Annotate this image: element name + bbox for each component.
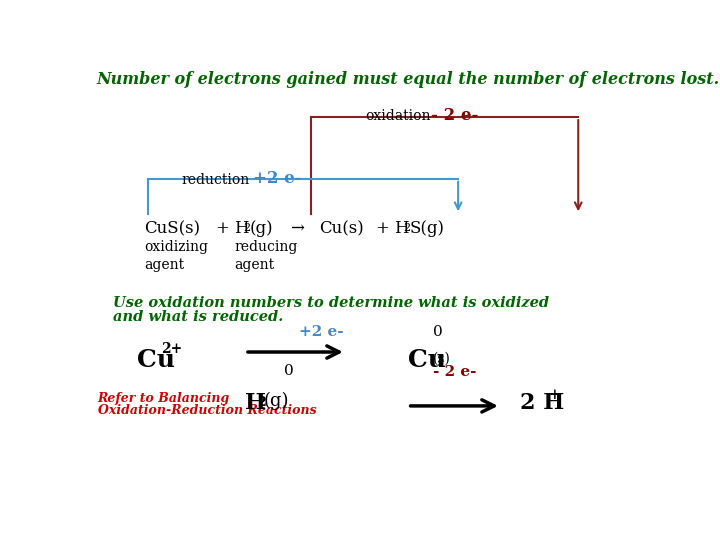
Text: 0: 0 (433, 325, 443, 339)
Text: →: → (290, 220, 304, 238)
Text: and what is reduced.: and what is reduced. (113, 309, 284, 323)
Text: 2+: 2+ (161, 342, 183, 356)
Text: 2: 2 (243, 224, 251, 233)
Text: +: + (215, 220, 230, 238)
Text: Cu: Cu (408, 348, 446, 372)
Text: Refer to Balancing: Refer to Balancing (98, 392, 230, 405)
Text: - 2 e-: - 2 e- (431, 107, 478, 124)
Text: +2 e-: +2 e- (253, 170, 302, 187)
Text: Use oxidation numbers to determine what is oxidized: Use oxidation numbers to determine what … (113, 296, 549, 310)
Text: Oxidation-Reduction Reactions: Oxidation-Reduction Reactions (98, 404, 316, 417)
Text: Number of electrons gained must equal the number of electrons lost.: Number of electrons gained must equal th… (96, 71, 719, 88)
Text: (s): (s) (433, 351, 451, 365)
Text: oxidizing
agent: oxidizing agent (144, 240, 208, 272)
Text: 0: 0 (284, 363, 294, 377)
Text: (g): (g) (264, 392, 289, 410)
Text: 2 H: 2 H (520, 392, 564, 414)
Text: S(g): S(g) (409, 220, 444, 238)
Text: oxidation: oxidation (365, 110, 431, 124)
Text: +: + (375, 220, 389, 238)
Text: (g): (g) (250, 220, 274, 238)
Text: +2 e-: +2 e- (300, 325, 344, 339)
Text: - 2 e-: - 2 e- (433, 365, 476, 379)
Text: H: H (394, 220, 408, 238)
Text: reduction: reduction (181, 173, 250, 187)
Text: 2: 2 (403, 224, 410, 233)
Text: CuS(s): CuS(s) (144, 220, 200, 238)
Text: +: + (549, 388, 560, 402)
Text: Cu: Cu (137, 348, 174, 372)
Text: reducing
agent: reducing agent (234, 240, 297, 272)
Text: H: H (234, 220, 249, 238)
Text: Cu(s): Cu(s) (319, 220, 364, 238)
Text: 2: 2 (258, 396, 266, 409)
Text: H: H (245, 392, 266, 414)
